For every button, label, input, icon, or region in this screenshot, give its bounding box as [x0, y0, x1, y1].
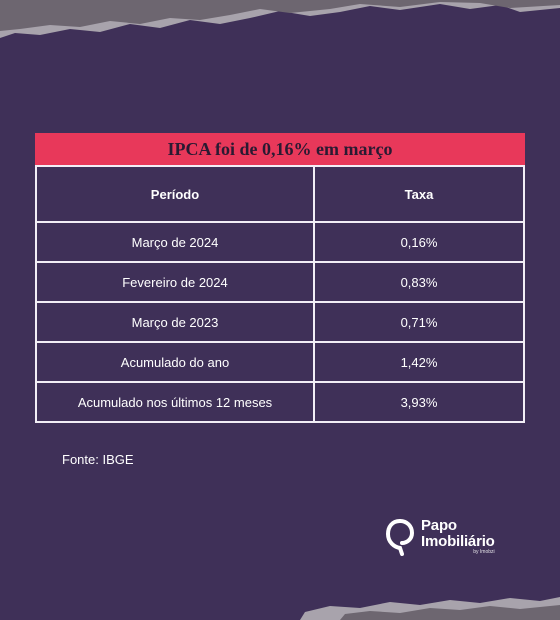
- logo-mark-icon: [385, 519, 415, 556]
- header-rate: Taxa: [313, 165, 525, 223]
- row-rate: 0,83%: [313, 261, 525, 303]
- row-period: Acumulado nos últimos 12 meses: [35, 381, 315, 423]
- row-period: Março de 2024: [35, 221, 315, 263]
- table-row: Acumulado nos últimos 12 meses 3,93%: [35, 381, 525, 423]
- source-note: Fonte: IBGE: [62, 452, 134, 467]
- ipca-table-container: IPCA foi de 0,16% em março Período Taxa …: [35, 133, 525, 423]
- row-rate: 1,42%: [313, 341, 525, 383]
- torn-paper-bottom: [300, 597, 560, 620]
- logo-line-imobiliario: Imobiliário: [421, 533, 495, 550]
- table-row: Março de 2023 0,71%: [35, 301, 525, 343]
- ipca-table: Período Taxa Março de 2024 0,16% Feverei…: [35, 165, 525, 423]
- row-period: Fevereiro de 2024: [35, 261, 315, 303]
- table-row: Fevereiro de 2024 0,83%: [35, 261, 525, 303]
- row-period: Acumulado do ano: [35, 341, 315, 383]
- header-period: Período: [35, 165, 315, 223]
- table-title: IPCA foi de 0,16% em março: [35, 133, 525, 165]
- row-rate: 3,93%: [313, 381, 525, 423]
- table-row: Março de 2024 0,16%: [35, 221, 525, 263]
- row-rate: 0,71%: [313, 301, 525, 343]
- table-header-row: Período Taxa: [35, 165, 525, 223]
- logo-byline: by Imobzi: [473, 549, 495, 555]
- torn-paper-top: [0, 0, 560, 38]
- row-rate: 0,16%: [313, 221, 525, 263]
- papo-imobiliario-logo: Papo Imobiliário by Imobzi: [385, 518, 495, 556]
- logo-line-papo: Papo: [421, 517, 457, 534]
- row-period: Março de 2023: [35, 301, 315, 343]
- logo-text: Papo Imobiliário by Imobzi: [421, 518, 495, 555]
- table-row: Acumulado do ano 1,42%: [35, 341, 525, 383]
